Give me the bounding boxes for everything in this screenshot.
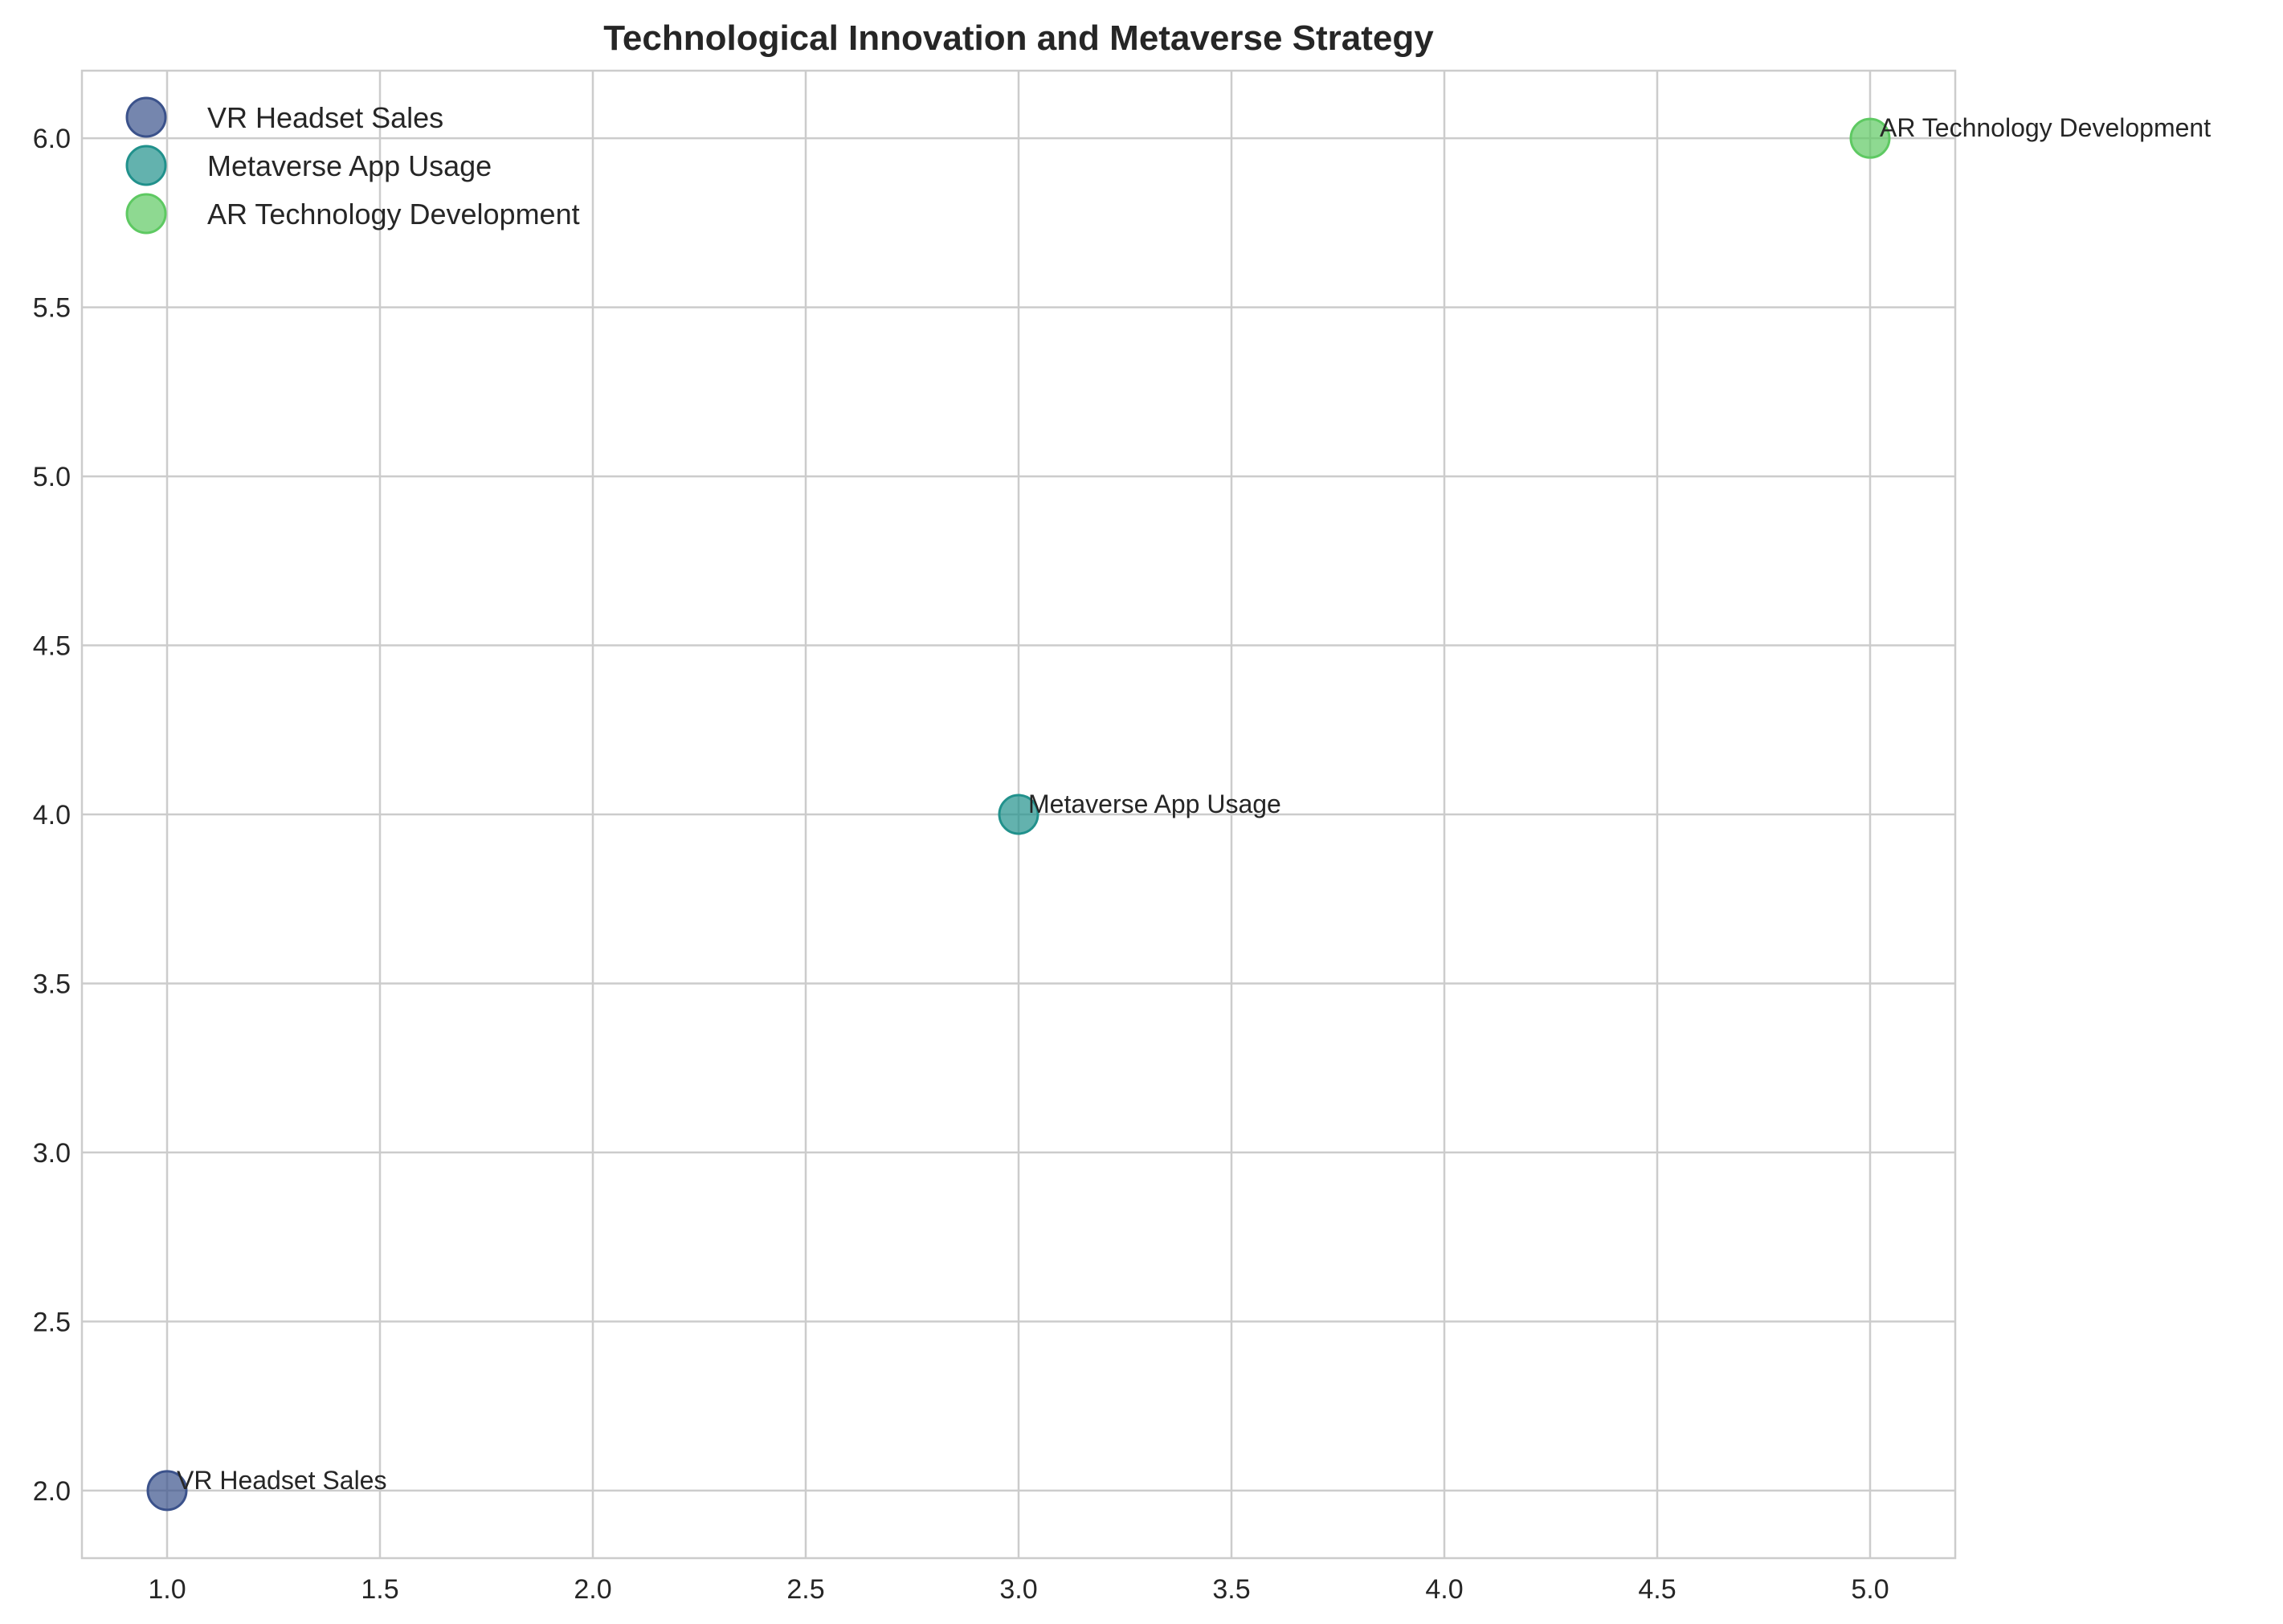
- y-tick-label: 4.5: [33, 631, 71, 662]
- chart-title: Technological Innovation and Metaverse S…: [603, 18, 1434, 58]
- x-tick-label: 4.0: [1425, 1574, 1463, 1605]
- point-annotations: VR Headset Sales Metaverse App Usage AR Te…: [177, 113, 2211, 1495]
- x-tick-label: 1.5: [361, 1574, 398, 1605]
- y-tick-label: 3.0: [33, 1138, 71, 1169]
- legend-marker: [125, 145, 167, 186]
- y-tick-label: 3.5: [33, 969, 71, 999]
- plot-frame: [80, 69, 1957, 1560]
- y-tick-label: 4.0: [33, 800, 71, 830]
- data-point: [1849, 117, 1891, 159]
- legend-label: AR Technology Development: [207, 198, 580, 231]
- point-annotation: Metaverse App Usage: [1028, 790, 1281, 818]
- data-point: [998, 794, 1039, 835]
- x-tick-label: 2.0: [574, 1574, 611, 1605]
- x-tick-label: 3.5: [1212, 1574, 1250, 1605]
- legend-label: Metaverse App Usage: [207, 149, 492, 182]
- x-tick-label: 1.0: [148, 1574, 186, 1605]
- legend-marker: [125, 96, 167, 138]
- x-tick-label: 2.5: [786, 1574, 824, 1605]
- x-tick-label: 5.0: [1851, 1574, 1889, 1605]
- y-tick-label: 5.0: [33, 462, 71, 492]
- x-tick-label: 3.0: [999, 1574, 1037, 1605]
- data-points: [146, 117, 1891, 1512]
- y-tick-label: 2.0: [33, 1476, 71, 1507]
- y-tick-label: 6.0: [33, 124, 71, 154]
- data-point: [146, 1470, 188, 1512]
- x-tick-label: 4.5: [1638, 1574, 1676, 1605]
- legend: VR Headset Sales Metaverse App Usage AR Te…: [125, 96, 580, 235]
- point-annotation: AR Technology Development: [1880, 113, 2211, 142]
- legend-label: VR Headset Sales: [207, 101, 443, 134]
- y-tick-label: 2.5: [33, 1307, 71, 1337]
- legend-marker: [125, 193, 167, 235]
- axis-ticks: 1.0 1.5 2.0 2.5 3.0 3.5 4.0 4.5 5.0 2.0 2.5 3.0 3.5 4…: [33, 124, 1889, 1605]
- y-tick-label: 5.5: [33, 293, 71, 324]
- point-annotation: VR Headset Sales: [177, 1466, 386, 1495]
